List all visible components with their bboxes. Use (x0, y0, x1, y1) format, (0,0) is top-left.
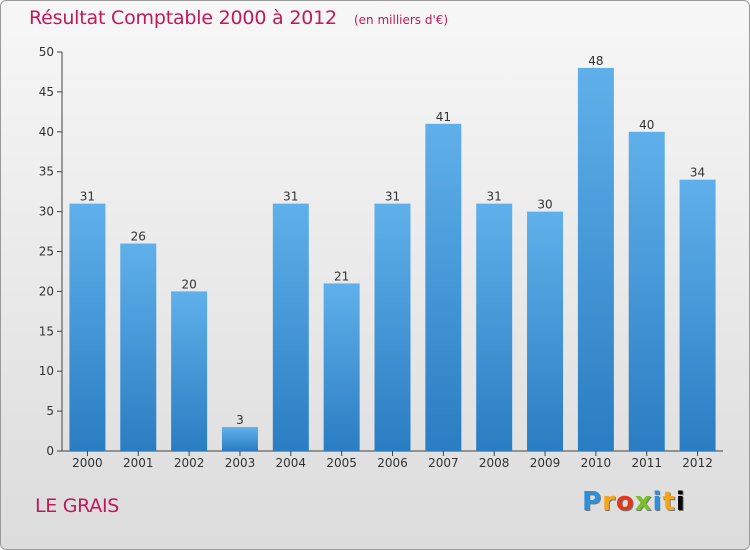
x-tick-label: 2004 (276, 456, 307, 470)
bar (272, 203, 309, 451)
data-label: 41 (436, 110, 451, 124)
commune-name: LE GRAIS (35, 495, 120, 517)
x-tick-label: 2002 (174, 456, 205, 470)
bar (527, 211, 564, 451)
x-tick-label: 2005 (326, 456, 357, 470)
data-label: 31 (385, 190, 400, 204)
proxiti-logo: Proxiti (582, 487, 686, 517)
chart-subtitle: (en milliers d'€) (353, 13, 449, 27)
logo-letter: i (652, 487, 663, 517)
x-tick-label: 2012 (682, 456, 713, 470)
data-label: 31 (80, 190, 95, 204)
y-tick-label: 20 (39, 284, 54, 298)
logo-letter: o (615, 487, 635, 517)
data-label: 3 (236, 413, 244, 427)
x-tick-label: 2010 (581, 456, 612, 470)
chart-header: Résultat Comptable 2000 à 2012 (en milli… (29, 7, 448, 29)
y-tick-label: 25 (39, 245, 54, 259)
x-tick-label: 2011 (631, 456, 662, 470)
y-tick-label: 40 (39, 125, 54, 139)
x-tick-label: 2003 (225, 456, 256, 470)
y-tick-label: 10 (39, 364, 54, 378)
y-tick-label: 35 (39, 165, 54, 179)
x-tick-label: 2006 (377, 456, 408, 470)
data-label: 34 (690, 166, 705, 180)
y-tick-label: 0 (46, 444, 54, 458)
y-tick-label: 50 (39, 45, 54, 59)
data-labels: 31 26 20 3 31 21 31 41 31 30 48 40 34 (80, 54, 705, 427)
data-label: 31 (487, 190, 502, 204)
logo-letter: i (675, 487, 686, 517)
chart-title: Résultat Comptable 2000 à 2012 (29, 7, 337, 29)
data-label: 21 (334, 269, 349, 283)
x-tick-label: 2008 (479, 456, 510, 470)
bar (221, 427, 258, 451)
x-tick-label: 2009 (530, 456, 561, 470)
data-label: 48 (588, 54, 603, 68)
data-label: 31 (283, 190, 298, 204)
x-tick-label: 2001 (123, 456, 154, 470)
bar (120, 243, 157, 451)
data-label: 40 (639, 118, 654, 132)
x-tick-label: 2007 (428, 456, 459, 470)
bar (425, 123, 462, 451)
x-tick-label: 2000 (72, 456, 103, 470)
data-label: 30 (537, 198, 552, 212)
y-tick-label: 15 (39, 324, 54, 338)
logo-letter: P (582, 487, 603, 517)
logo-letter: x (634, 487, 653, 517)
bar (171, 291, 208, 451)
y-tick-label: 30 (39, 205, 54, 219)
bar (323, 283, 360, 451)
bar (628, 131, 665, 452)
data-label: 20 (181, 277, 196, 291)
bar (69, 203, 106, 451)
bars (69, 67, 716, 452)
y-tick-label: 5 (46, 404, 54, 418)
y-tick-label: 45 (39, 85, 54, 99)
bar (679, 179, 716, 451)
data-label: 26 (131, 230, 146, 244)
bar (374, 203, 411, 451)
bar (476, 203, 513, 451)
bar (577, 67, 614, 452)
logo-letter: t (662, 487, 676, 517)
logo-letter: r (602, 487, 616, 517)
